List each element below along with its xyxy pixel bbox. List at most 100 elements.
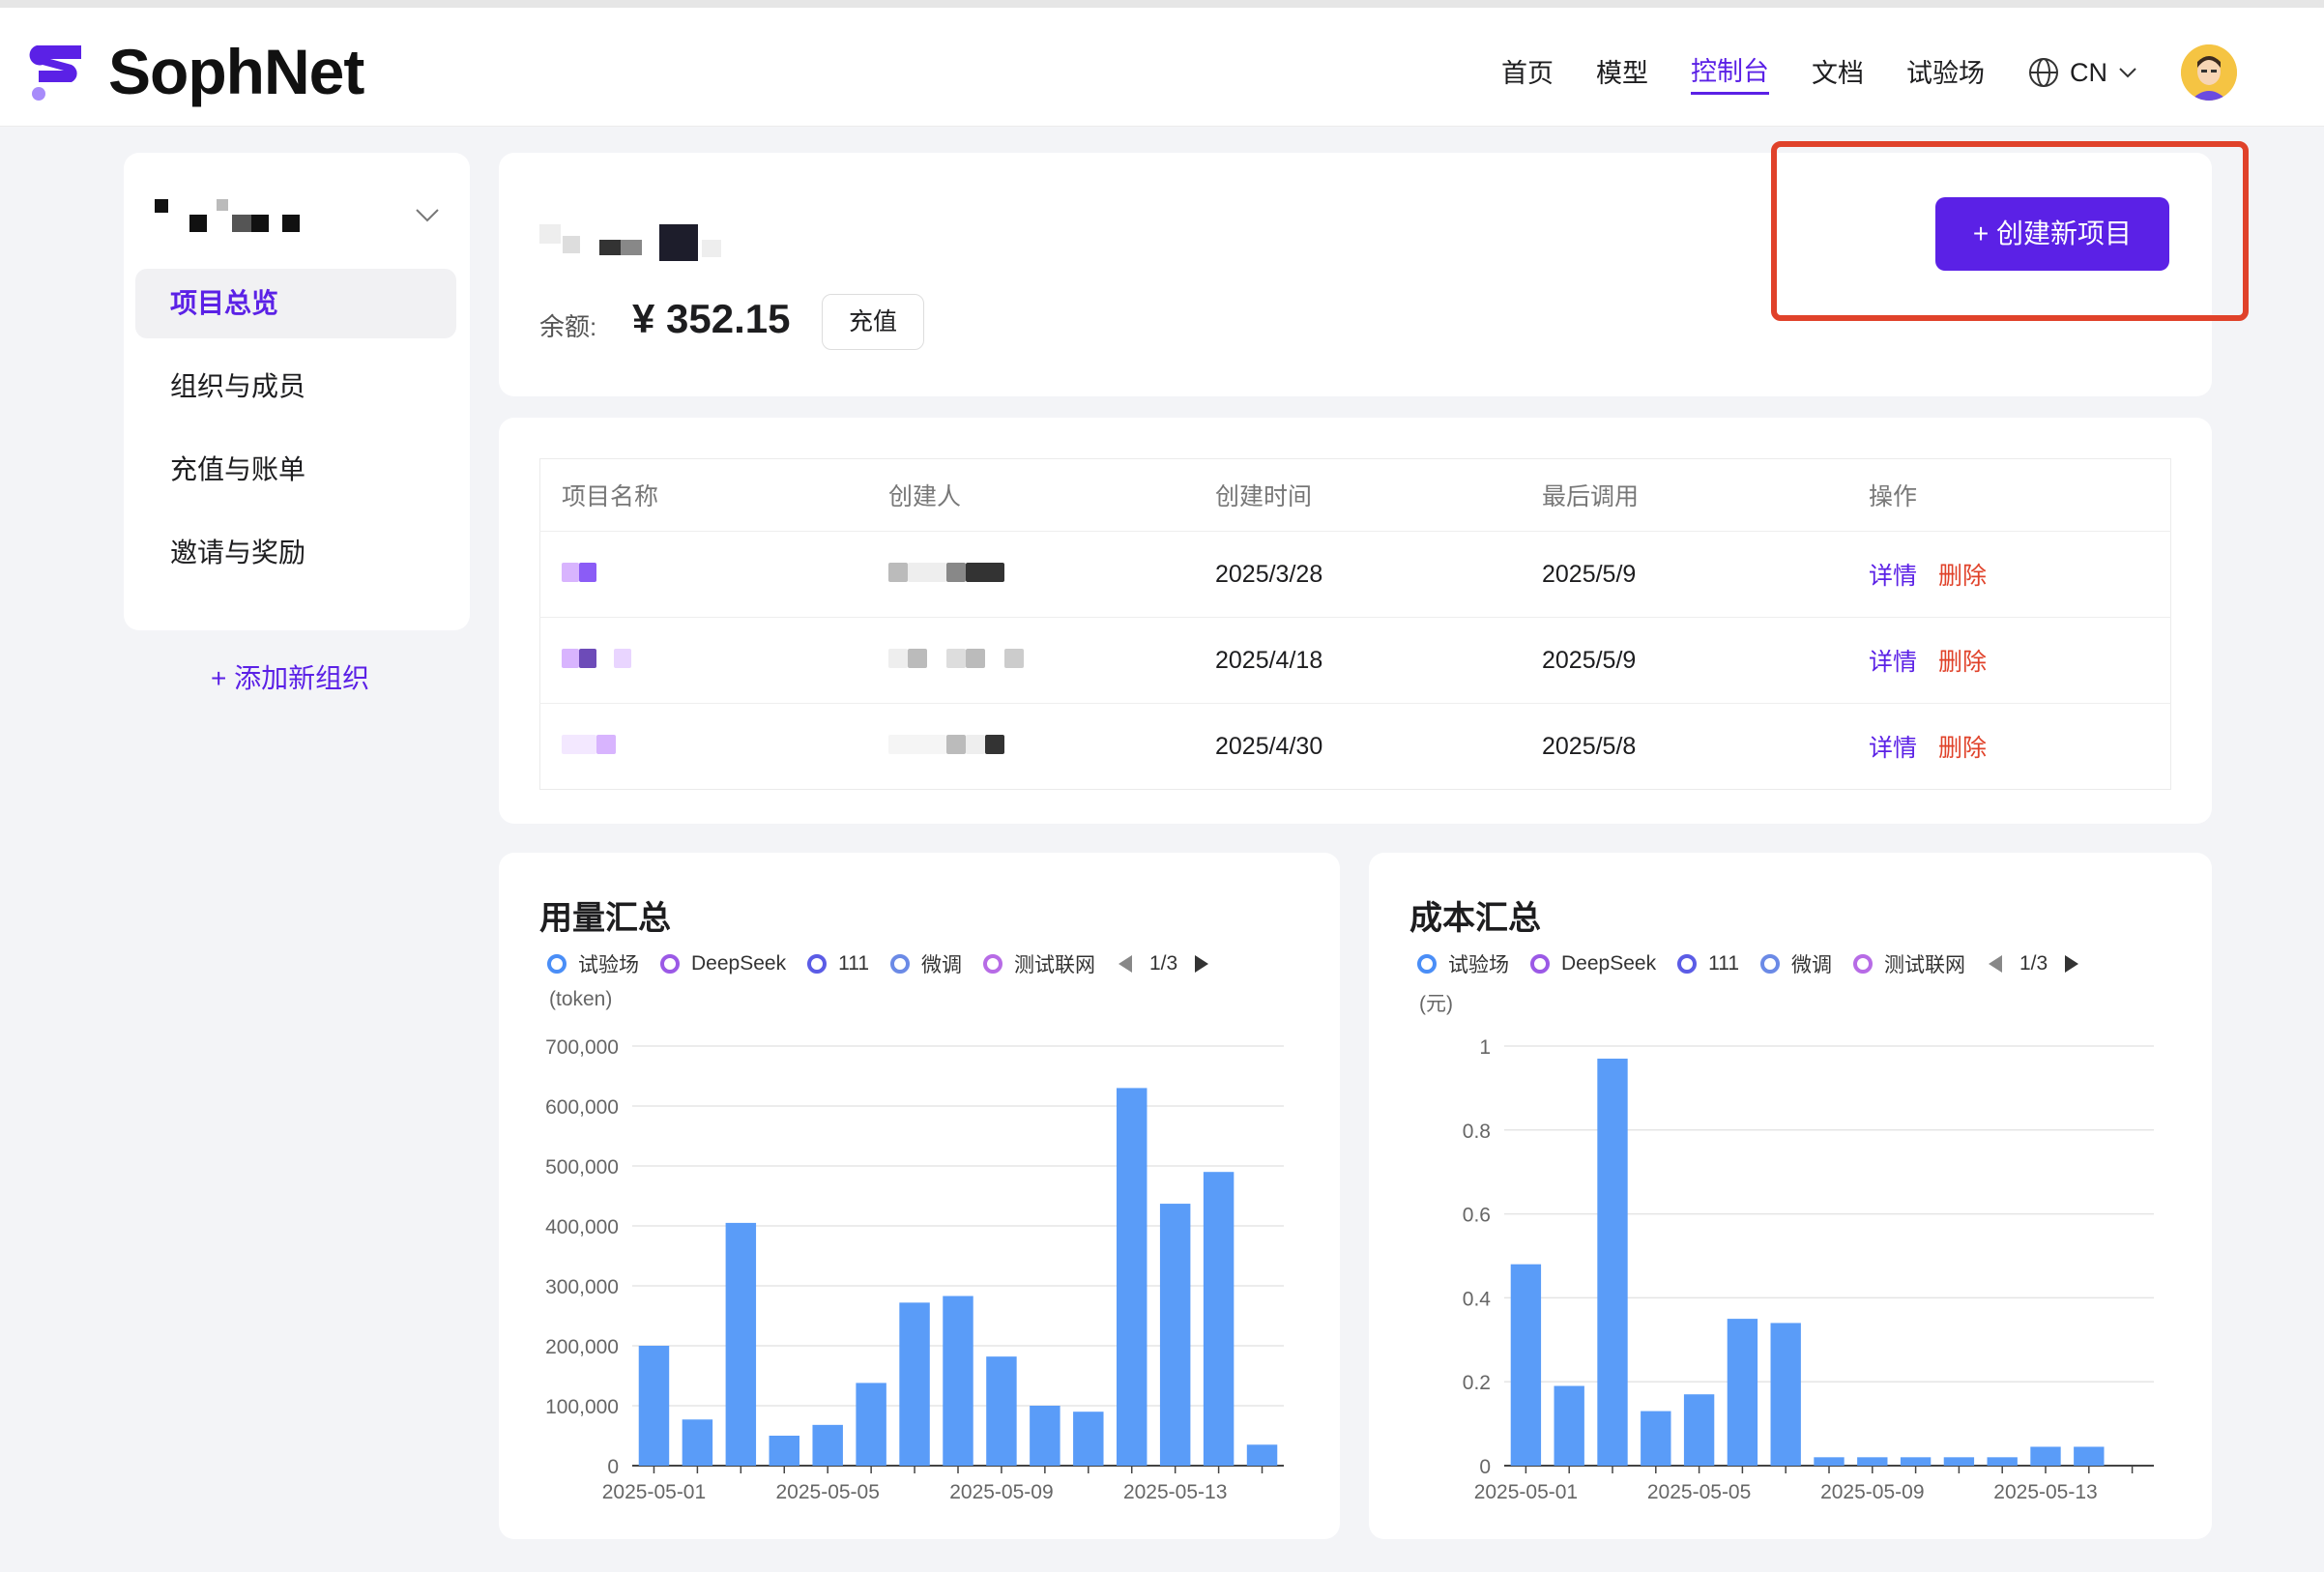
legend-item[interactable]: 试验场 bbox=[1417, 949, 1509, 978]
table-header-row: 项目名称 创建人 创建时间 最后调用 操作 bbox=[539, 458, 2171, 532]
legend-item[interactable]: 111 bbox=[1677, 952, 1739, 975]
delete-link[interactable]: 删除 bbox=[1938, 563, 1988, 590]
bar bbox=[1246, 1444, 1278, 1466]
y-tick-label: 300,000 bbox=[545, 1276, 619, 1298]
bar bbox=[1159, 1204, 1191, 1466]
created-time: 2025/4/30 bbox=[1215, 732, 1323, 760]
bar bbox=[1727, 1319, 1758, 1466]
legend-page: 1/3 bbox=[2019, 952, 2048, 975]
creator-redacted bbox=[867, 704, 1194, 790]
projects-card: 项目名称 创建人 创建时间 最后调用 操作 2025/3/28 2025/5/9… bbox=[499, 418, 2212, 824]
bar bbox=[1030, 1406, 1060, 1466]
legend-label: 微调 bbox=[921, 954, 962, 976]
org-selector-name-redacted[interactable] bbox=[155, 195, 348, 234]
legend-item[interactable]: 111 bbox=[807, 952, 869, 975]
bar bbox=[1900, 1457, 1932, 1466]
x-tick-label: 2025-05-13 bbox=[1993, 1481, 2097, 1503]
detail-link[interactable]: 详情 bbox=[1869, 735, 1918, 762]
legend-prev-icon[interactable] bbox=[1987, 953, 2004, 975]
detail-link[interactable]: 详情 bbox=[1869, 649, 1918, 676]
sidebar-item-billing[interactable]: 充值与账单 bbox=[170, 454, 306, 484]
legend-item[interactable]: DeepSeek bbox=[660, 952, 786, 975]
bar bbox=[2030, 1446, 2061, 1466]
create-project-button[interactable]: + 创建新项目 bbox=[1935, 197, 2169, 271]
detail-link[interactable]: 详情 bbox=[1869, 563, 1918, 590]
legend-label: 111 bbox=[1708, 952, 1739, 975]
bar bbox=[1597, 1059, 1628, 1466]
language-switcher[interactable]: CN bbox=[2027, 56, 2138, 89]
legend-prev-icon[interactable] bbox=[1117, 953, 1134, 975]
creator-redacted bbox=[867, 617, 1194, 704]
legend-next-icon[interactable] bbox=[1193, 953, 1210, 975]
nav-docs[interactable]: 文档 bbox=[1812, 58, 1864, 88]
globe-icon bbox=[2029, 58, 2058, 87]
chart-legend: 试验场 DeepSeek 111 微调 测试联网 1/3 bbox=[547, 949, 1210, 978]
y-tick-label: 0 bbox=[607, 1456, 619, 1478]
legend-label: 测试联网 bbox=[1014, 954, 1095, 976]
nav-console[interactable]: 控制台 bbox=[1691, 50, 1769, 95]
y-tick-label: 1 bbox=[1479, 1036, 1491, 1059]
bar bbox=[1073, 1412, 1104, 1466]
nav-playground[interactable]: 试验场 bbox=[1906, 58, 1985, 88]
legend-next-icon[interactable] bbox=[2063, 953, 2080, 975]
legend-label: DeepSeek bbox=[691, 952, 787, 975]
project-name-redacted[interactable] bbox=[539, 531, 867, 618]
legend-label: 试验场 bbox=[578, 954, 639, 976]
y-unit: (token) bbox=[549, 988, 613, 1010]
legend-label: 111 bbox=[838, 952, 869, 975]
last-call: 2025/5/8 bbox=[1542, 732, 1637, 760]
legend-item[interactable]: 微调 bbox=[1760, 949, 1832, 978]
col-last-call: 最后调用 bbox=[1521, 458, 1847, 532]
nav-models[interactable]: 模型 bbox=[1596, 58, 1648, 88]
chevron-down-icon bbox=[2119, 68, 2136, 78]
legend-item[interactable]: 微调 bbox=[890, 949, 962, 978]
legend-item[interactable]: 测试联网 bbox=[983, 949, 1095, 978]
legend-label: 试验场 bbox=[1448, 954, 1509, 976]
add-org-button[interactable]: + 添加新组织 bbox=[211, 663, 370, 693]
bar bbox=[1117, 1088, 1147, 1466]
recharge-button[interactable]: 充值 bbox=[822, 294, 924, 350]
sidebar-item-invite[interactable]: 邀请与奖励 bbox=[170, 538, 306, 568]
user-avatar[interactable] bbox=[2181, 44, 2237, 101]
bar bbox=[812, 1424, 843, 1466]
y-unit: (元) bbox=[1419, 993, 1453, 1015]
logo[interactable]: SophNet bbox=[29, 35, 364, 108]
legend-dot bbox=[1530, 954, 1550, 974]
legend-item[interactable]: 试验场 bbox=[547, 949, 639, 978]
bar bbox=[682, 1419, 713, 1466]
bar bbox=[1683, 1394, 1715, 1466]
created-time: 2025/3/28 bbox=[1194, 531, 1521, 618]
nav-home[interactable]: 首页 bbox=[1501, 58, 1554, 88]
legend-dot bbox=[547, 954, 566, 974]
table-row: 2025/4/18 2025/5/9 详情 删除 bbox=[539, 617, 2171, 704]
legend-dot bbox=[983, 954, 1002, 974]
delete-link[interactable]: 删除 bbox=[1938, 649, 1988, 676]
main-nav: 首页 模型 控制台 文档 试验场 CN bbox=[1459, 39, 2237, 106]
legend-dot bbox=[1417, 954, 1437, 974]
table-row: 2025/3/28 2025/5/9 详情 删除 bbox=[539, 531, 2171, 618]
delete-link[interactable]: 删除 bbox=[1938, 735, 1988, 762]
project-name-redacted[interactable] bbox=[540, 704, 868, 790]
sidebar-item-members[interactable]: 组织与成员 bbox=[170, 371, 306, 401]
balance-card: 余额: ¥ 352.15 充值 + 创建新项目 bbox=[499, 153, 2212, 396]
project-name-redacted[interactable] bbox=[539, 617, 867, 704]
y-tick-label: 0.8 bbox=[1463, 1121, 1491, 1143]
legend-dot bbox=[1760, 954, 1780, 974]
legend-item[interactable]: DeepSeek bbox=[1530, 952, 1656, 975]
legend-dot bbox=[807, 954, 828, 974]
legend-item[interactable]: 测试联网 bbox=[1853, 949, 1965, 978]
y-tick-label: 400,000 bbox=[545, 1216, 619, 1238]
bar bbox=[1510, 1264, 1542, 1466]
x-tick-label: 2025-05-05 bbox=[775, 1481, 879, 1503]
bar bbox=[1814, 1457, 1845, 1466]
chevron-down-icon[interactable] bbox=[414, 207, 441, 224]
sidebar-item-overview[interactable]: 项目总览 bbox=[135, 269, 456, 338]
usage-bar-chart: 0 100,000 200,000 300,000 400,000 500,000 600,… bbox=[545, 1036, 1284, 1503]
chart-title: 用量汇总 bbox=[539, 900, 671, 937]
y-tick-label: 100,000 bbox=[545, 1396, 619, 1418]
last-call: 2025/5/9 bbox=[1521, 531, 1847, 618]
usage-chart-card: 用量汇总 试验场 DeepSeek 111 微调 测试联网 1/3 (token… bbox=[499, 853, 1340, 1539]
y-tick-label: 700,000 bbox=[545, 1036, 619, 1059]
legend-dot bbox=[1677, 954, 1698, 974]
